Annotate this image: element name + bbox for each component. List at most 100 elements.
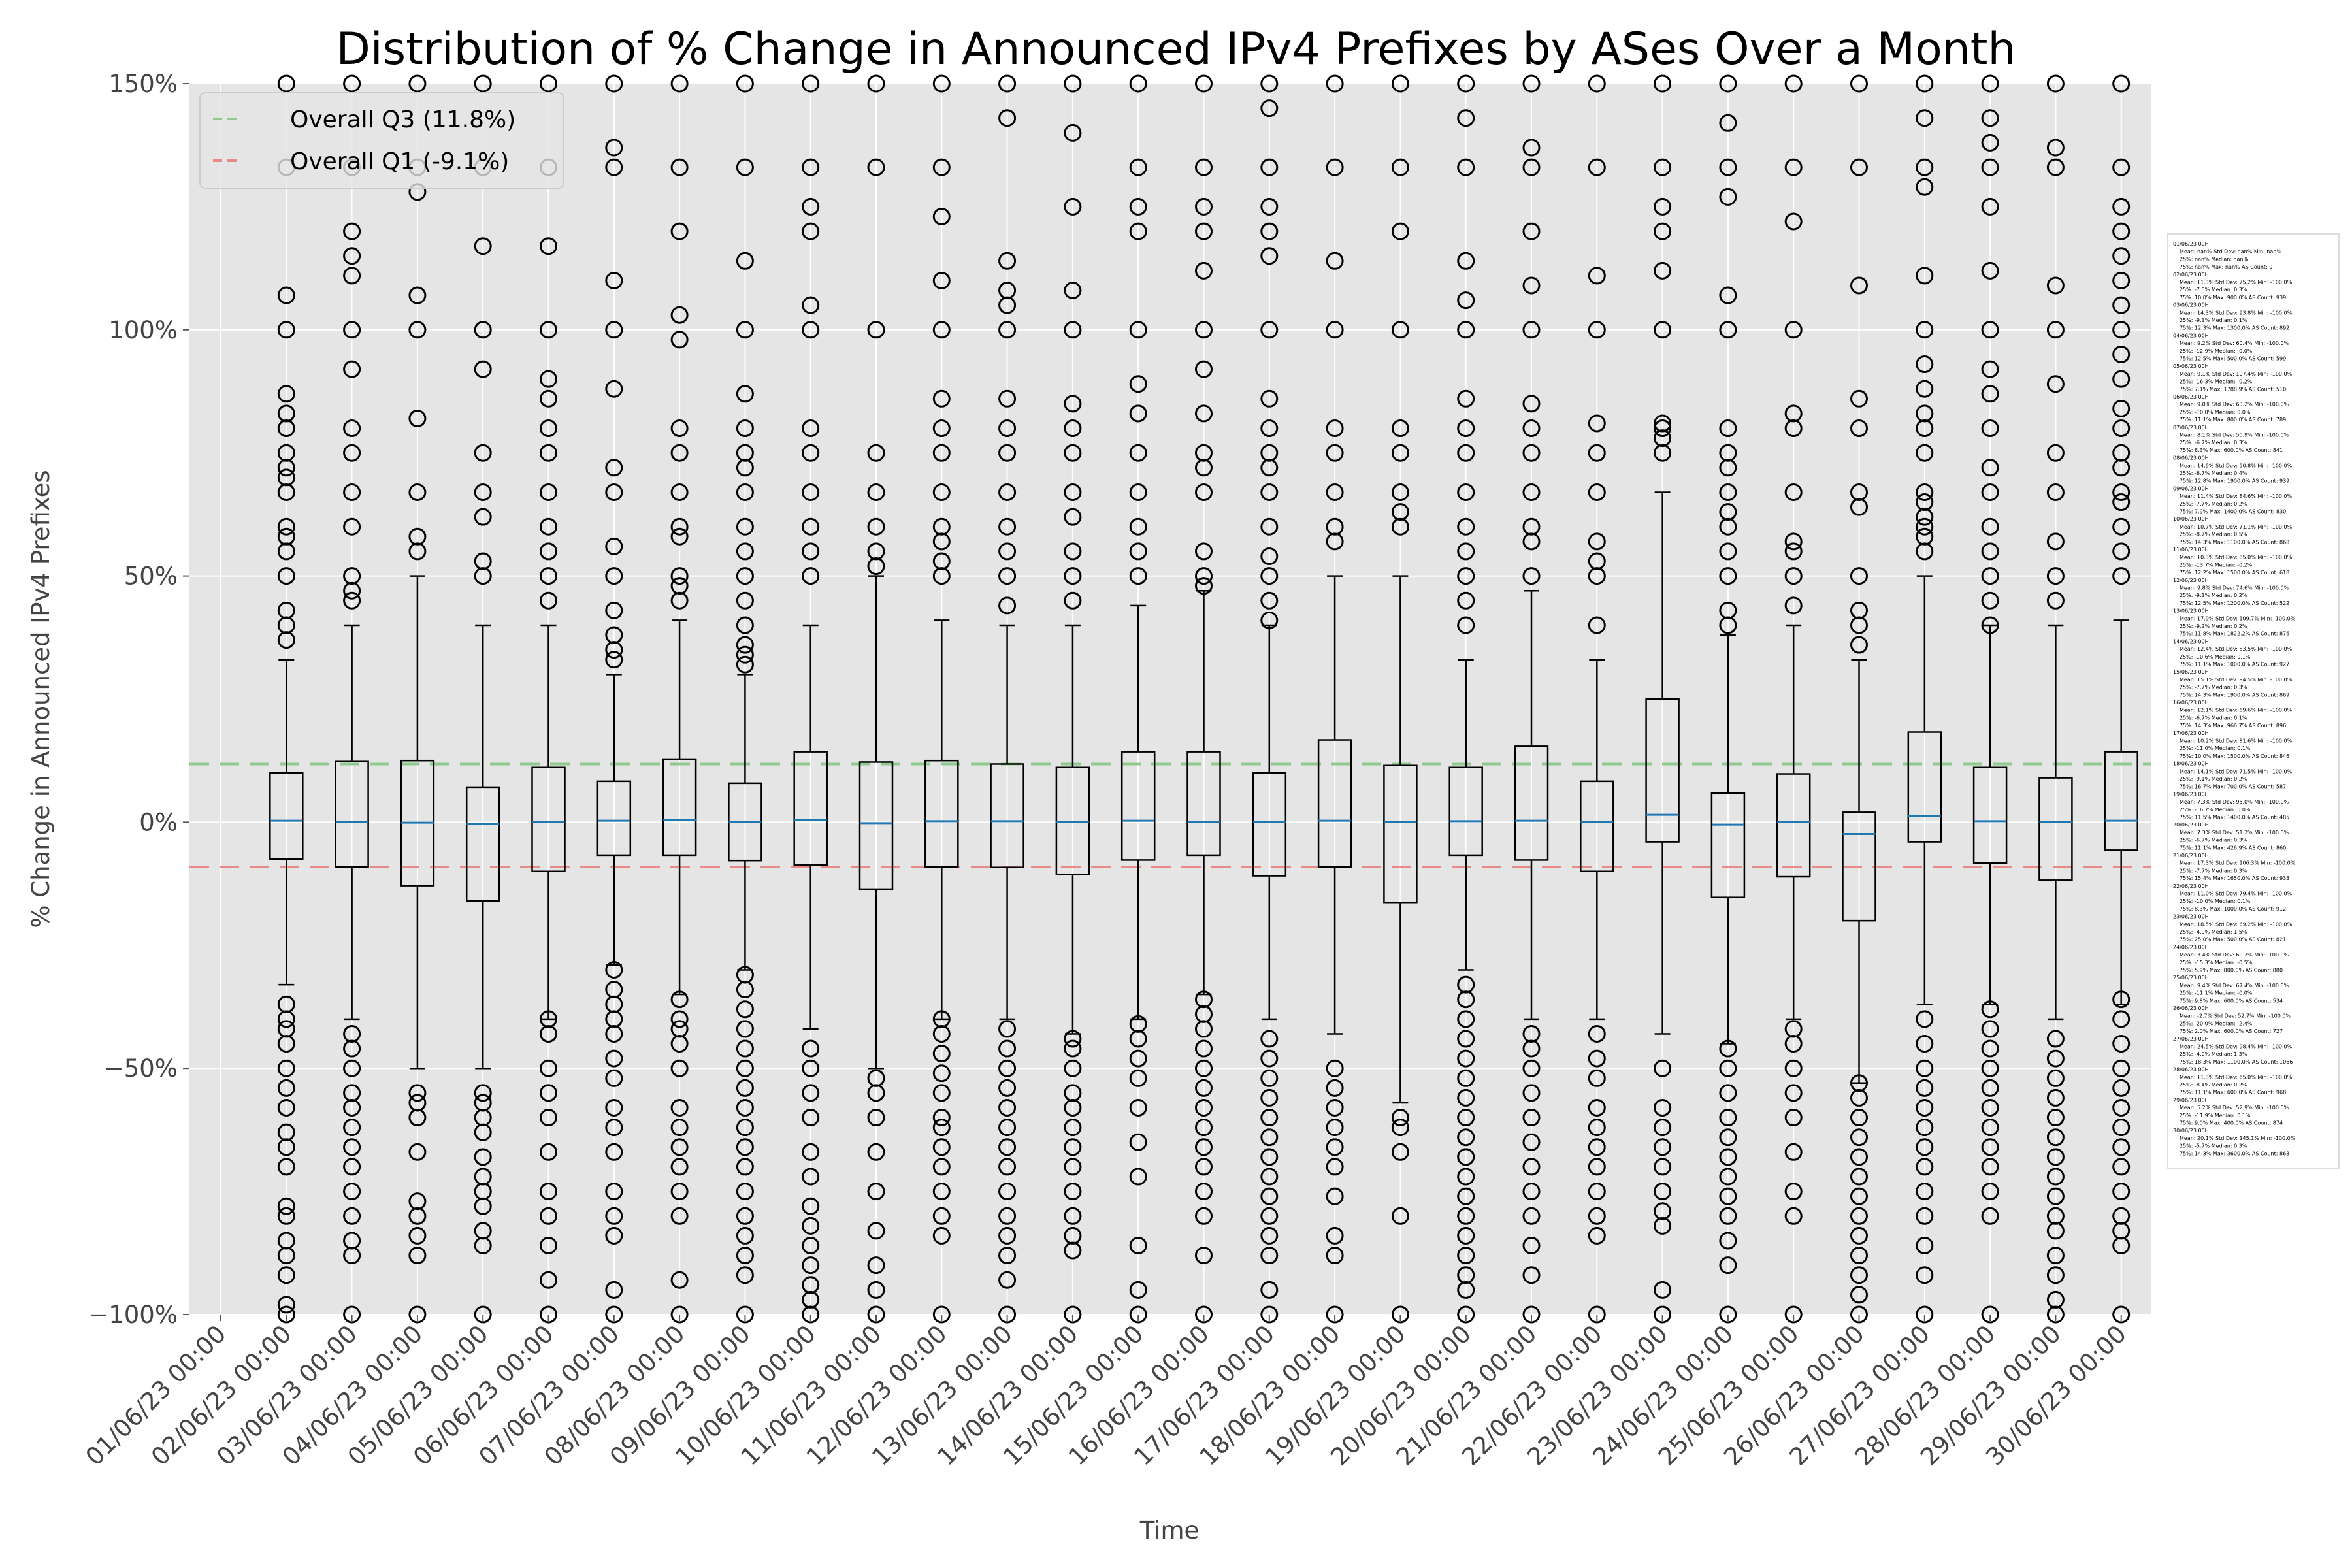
outlier-point <box>670 1098 689 1117</box>
outlier-point <box>1260 1281 1279 1299</box>
outlier-point <box>1784 1020 1803 1038</box>
outlier-point <box>2046 1088 2065 1107</box>
outlier-point <box>932 1109 951 1127</box>
outlier-point <box>1588 1138 1606 1156</box>
box-group <box>793 74 828 1324</box>
box <box>531 766 566 873</box>
outlier-point <box>1129 483 1147 501</box>
outlier-point <box>998 419 1017 438</box>
outlier-point <box>2046 139 2065 157</box>
outlier-point <box>932 271 951 289</box>
outlier-point <box>1129 1098 1147 1117</box>
outlier-point <box>1916 267 1934 285</box>
outlier-point <box>1981 567 1999 585</box>
box <box>1252 772 1287 877</box>
outlier-point <box>1588 1119 1606 1137</box>
stats-line: Mean: 11.0% Std Dev: 79.4% Min: -100.0% <box>2180 891 2293 897</box>
outlier-point <box>1654 414 1672 433</box>
outlier-point <box>867 1305 885 1324</box>
outlier-point <box>1850 1305 1868 1324</box>
stats-date: 12/06/23 00H <box>2173 578 2209 583</box>
outlier-point <box>1195 1059 1213 1077</box>
outlier-point <box>932 483 951 501</box>
stats-date: 07/06/23 00H <box>2173 425 2209 431</box>
box <box>1907 731 1942 843</box>
outlier-point <box>736 1119 754 1137</box>
outlier-point <box>2046 567 2065 585</box>
outlier-point <box>343 1138 361 1156</box>
outlier-point <box>1981 321 1999 339</box>
stats-line: 75%: 11.1% Max: 800.0% AS Count: 789 <box>2180 417 2286 423</box>
outlier-point <box>1457 483 1475 501</box>
outlier-point <box>1654 1281 1672 1299</box>
box-group <box>335 74 369 1324</box>
outlier-point <box>343 419 361 438</box>
outlier-point <box>474 444 492 462</box>
stats-line: 75%: 14.3% Max: 1900.0% AS Count: 869 <box>2180 692 2289 698</box>
outlier-point <box>1260 547 1279 565</box>
outlier-point <box>670 1207 689 1225</box>
stats-date: 29/06/23 00H <box>2173 1097 2209 1103</box>
outlier-point <box>1916 517 1934 536</box>
outlier-point <box>736 1266 754 1284</box>
outlier-point <box>1784 404 1803 423</box>
stats-date: 23/06/23 00H <box>2173 914 2209 920</box>
outlier-point <box>408 409 427 427</box>
outlier-point <box>1260 517 1279 536</box>
outlier-point <box>1522 158 1541 176</box>
outlier-point <box>670 1138 689 1156</box>
outlier-point <box>1064 1226 1082 1245</box>
outlier-point <box>2046 591 2065 610</box>
outlier-point <box>1195 1207 1213 1225</box>
outlier-point <box>605 380 623 398</box>
outlier-point <box>1064 1119 1082 1137</box>
outlier-point <box>277 601 295 619</box>
legend-label-q3: Overall Q3 (11.8%) <box>290 106 515 133</box>
outlier-point <box>1522 1024 1541 1043</box>
outlier-point <box>1260 1128 1279 1147</box>
outlier-point <box>2112 990 2131 1009</box>
outlier-point <box>1522 1207 1541 1225</box>
stats-line: Mean: 24.5% Std Dev: 98.4% Min: -100.0% <box>2180 1044 2293 1050</box>
outlier-point <box>1588 158 1606 176</box>
outlier-point <box>540 591 557 610</box>
box-group <box>2038 74 2073 1324</box>
outlier-point <box>1981 1119 1999 1137</box>
outlier-point <box>998 1020 1017 1038</box>
stats-line: 75%: 11.1% Max: 1000.0% AS Count: 927 <box>2180 662 2289 668</box>
outlier-point <box>343 517 361 536</box>
outlier-point <box>1326 1305 1344 1324</box>
outlier-point <box>1260 1109 1279 1127</box>
outlier-point <box>1916 444 1934 462</box>
outlier-point <box>540 1236 557 1254</box>
stats-line: 75%: 18.3% Max: 1100.0% AS Count: 1066 <box>2180 1059 2293 1065</box>
outlier-point <box>1916 527 1934 546</box>
stats-line: 25%: -11.9% Median: 0.1% <box>2180 1113 2251 1119</box>
stats-line: 75%: 8.3% Max: 600.0% AS Count: 841 <box>2180 448 2283 453</box>
outlier-point <box>1850 1148 1868 1166</box>
outlier-point <box>802 296 820 314</box>
stats-line: 25%: -12.9% Median: -0.0% <box>2180 348 2253 354</box>
stats-date: 03/06/23 00H <box>2173 302 2209 308</box>
stats-date: 01/06/23 00H <box>2173 241 2209 247</box>
outlier-point <box>1260 1030 1279 1048</box>
outlier-point <box>408 1305 427 1324</box>
outlier-point <box>1588 1049 1606 1068</box>
outlier-point <box>2112 321 2131 339</box>
outlier-point <box>1457 1305 1475 1324</box>
stats-line: 75%: 11.1% Max: 600.0% AS Count: 968 <box>2180 1090 2286 1096</box>
y-tick-label: 50% <box>124 563 178 591</box>
outlier-point <box>605 321 623 339</box>
statistics-panel-frame <box>2167 233 2340 1169</box>
outlier-point <box>1195 1247 1213 1265</box>
outlier-point <box>1916 1010 1934 1028</box>
outlier-point <box>998 1271 1017 1289</box>
outlier-point <box>1391 158 1409 176</box>
outlier-point <box>277 1207 295 1225</box>
outlier-point <box>736 966 754 984</box>
outlier-point <box>1260 247 1279 265</box>
outlier-point <box>1457 591 1475 610</box>
box-group <box>1972 74 2008 1324</box>
outlier-point <box>1850 567 1868 585</box>
stats-line: 25%: -8.4% Median: 0.2% <box>2180 1082 2247 1088</box>
